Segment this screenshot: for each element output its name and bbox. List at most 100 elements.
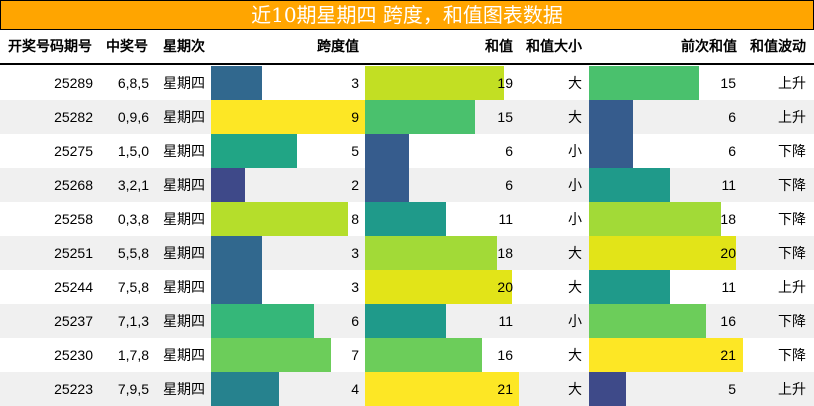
size-cell: 大 bbox=[568, 279, 582, 295]
weekday-cell: 星期四 bbox=[163, 211, 205, 227]
prev-sum-bar bbox=[589, 100, 633, 134]
prev-sum-bar bbox=[589, 236, 736, 270]
trend-cell: 上升 bbox=[778, 75, 806, 91]
prev-sum-value: 21 bbox=[720, 347, 736, 363]
weekday-cell: 星期四 bbox=[163, 347, 205, 363]
trend-cell: 上升 bbox=[778, 109, 806, 125]
prev-sum-bar bbox=[589, 270, 670, 304]
span-bar bbox=[211, 338, 331, 372]
period-cell: 25289 bbox=[54, 75, 93, 91]
numbers-cell: 7,9,5 bbox=[117, 381, 149, 397]
sum-value: 18 bbox=[497, 245, 513, 261]
header-weekday: 星期次 bbox=[163, 38, 205, 54]
span-bar bbox=[211, 66, 262, 100]
span-value: 3 bbox=[351, 75, 359, 91]
span-value: 3 bbox=[351, 279, 359, 295]
header-sum: 和值 bbox=[485, 38, 513, 54]
chart-title: 近10期星期四 跨度，和值图表数据 bbox=[0, 0, 814, 30]
table-row: 25223 7,9,5 星期四 4 21 大 5 上升 bbox=[0, 372, 814, 406]
span-bar bbox=[211, 236, 262, 270]
trend-cell: 下降 bbox=[778, 245, 806, 261]
sum-bar bbox=[365, 338, 482, 372]
span-value: 7 bbox=[351, 347, 359, 363]
span-value: 6 bbox=[351, 313, 359, 329]
size-cell: 大 bbox=[568, 245, 582, 261]
prev-sum-value: 5 bbox=[728, 381, 736, 397]
sum-bar bbox=[365, 236, 497, 270]
weekday-cell: 星期四 bbox=[163, 75, 205, 91]
table-row: 25289 6,8,5 星期四 3 19 大 15 上升 bbox=[0, 66, 814, 100]
size-cell: 小 bbox=[568, 143, 582, 159]
numbers-cell: 7,1,3 bbox=[117, 313, 149, 329]
period-cell: 25237 bbox=[54, 313, 93, 329]
span-bar bbox=[211, 134, 297, 168]
span-bar bbox=[211, 202, 348, 236]
sum-value: 16 bbox=[497, 347, 513, 363]
prev-sum-value: 6 bbox=[728, 109, 736, 125]
span-bar bbox=[211, 168, 245, 202]
sum-value: 21 bbox=[497, 381, 513, 397]
table-row: 25237 7,1,3 星期四 6 11 小 16 下降 bbox=[0, 304, 814, 338]
span-value: 5 bbox=[351, 143, 359, 159]
prev-sum-value: 18 bbox=[720, 211, 736, 227]
period-cell: 25244 bbox=[54, 279, 93, 295]
prev-sum-value: 16 bbox=[720, 313, 736, 329]
sum-value: 20 bbox=[497, 279, 513, 295]
prev-sum-bar bbox=[589, 168, 670, 202]
span-bar bbox=[211, 304, 314, 338]
sum-value: 19 bbox=[497, 75, 513, 91]
weekday-cell: 星期四 bbox=[163, 279, 205, 295]
weekday-cell: 星期四 bbox=[163, 143, 205, 159]
sum-value: 11 bbox=[498, 313, 513, 329]
sum-bar bbox=[365, 202, 446, 236]
numbers-cell: 1,7,8 bbox=[117, 347, 149, 363]
span-bar bbox=[211, 100, 365, 134]
sum-bar bbox=[365, 168, 409, 202]
span-bar bbox=[211, 270, 262, 304]
sum-bar bbox=[365, 304, 446, 338]
numbers-cell: 0,3,8 bbox=[117, 211, 149, 227]
prev-sum-value: 11 bbox=[721, 177, 736, 193]
trend-cell: 下降 bbox=[778, 347, 806, 363]
trend-cell: 下降 bbox=[778, 143, 806, 159]
table-row: 25258 0,3,8 星期四 8 11 小 18 下降 bbox=[0, 202, 814, 236]
period-cell: 25282 bbox=[54, 109, 93, 125]
table-row: 25268 3,2,1 星期四 2 6 小 11 下降 bbox=[0, 168, 814, 202]
trend-cell: 下降 bbox=[778, 313, 806, 329]
trend-cell: 下降 bbox=[778, 211, 806, 227]
span-value: 4 bbox=[351, 381, 359, 397]
trend-cell: 上升 bbox=[778, 279, 806, 295]
period-cell: 25258 bbox=[54, 211, 93, 227]
sum-value: 15 bbox=[497, 109, 513, 125]
size-cell: 大 bbox=[568, 109, 582, 125]
sum-bar bbox=[365, 134, 409, 168]
table-row: 25244 7,5,8 星期四 3 20 大 11 上升 bbox=[0, 270, 814, 304]
size-cell: 小 bbox=[568, 313, 582, 329]
prev-sum-bar bbox=[589, 66, 699, 100]
size-cell: 大 bbox=[568, 347, 582, 363]
period-cell: 25223 bbox=[54, 381, 93, 397]
table-row: 25251 5,5,8 星期四 3 18 大 20 下降 bbox=[0, 236, 814, 270]
period-cell: 25251 bbox=[54, 245, 93, 261]
prev-sum-bar bbox=[589, 338, 743, 372]
weekday-cell: 星期四 bbox=[163, 245, 205, 261]
table-header: 开奖号码期号 中奖号 星期次 跨度值 和值 和值大小 前次和值 和值波动 bbox=[0, 30, 814, 65]
numbers-cell: 3,2,1 bbox=[117, 177, 149, 193]
sum-value: 11 bbox=[498, 211, 513, 227]
span-bar bbox=[211, 372, 279, 406]
sum-bar bbox=[365, 66, 504, 100]
header-period: 开奖号码期号 bbox=[8, 38, 92, 54]
span-value: 8 bbox=[351, 211, 359, 227]
table-row: 25275 1,5,0 星期四 5 6 小 6 下降 bbox=[0, 134, 814, 168]
sum-bar bbox=[365, 100, 475, 134]
prev-sum-value: 15 bbox=[720, 75, 736, 91]
size-cell: 大 bbox=[568, 381, 582, 397]
trend-cell: 上升 bbox=[778, 381, 806, 397]
header-span: 跨度值 bbox=[317, 38, 359, 54]
prev-sum-bar bbox=[589, 202, 721, 236]
period-cell: 25268 bbox=[54, 177, 93, 193]
table-row: 25282 0,9,6 星期四 9 15 大 6 上升 bbox=[0, 100, 814, 134]
numbers-cell: 5,5,8 bbox=[117, 245, 149, 261]
trend-cell: 下降 bbox=[778, 177, 806, 193]
size-cell: 小 bbox=[568, 177, 582, 193]
